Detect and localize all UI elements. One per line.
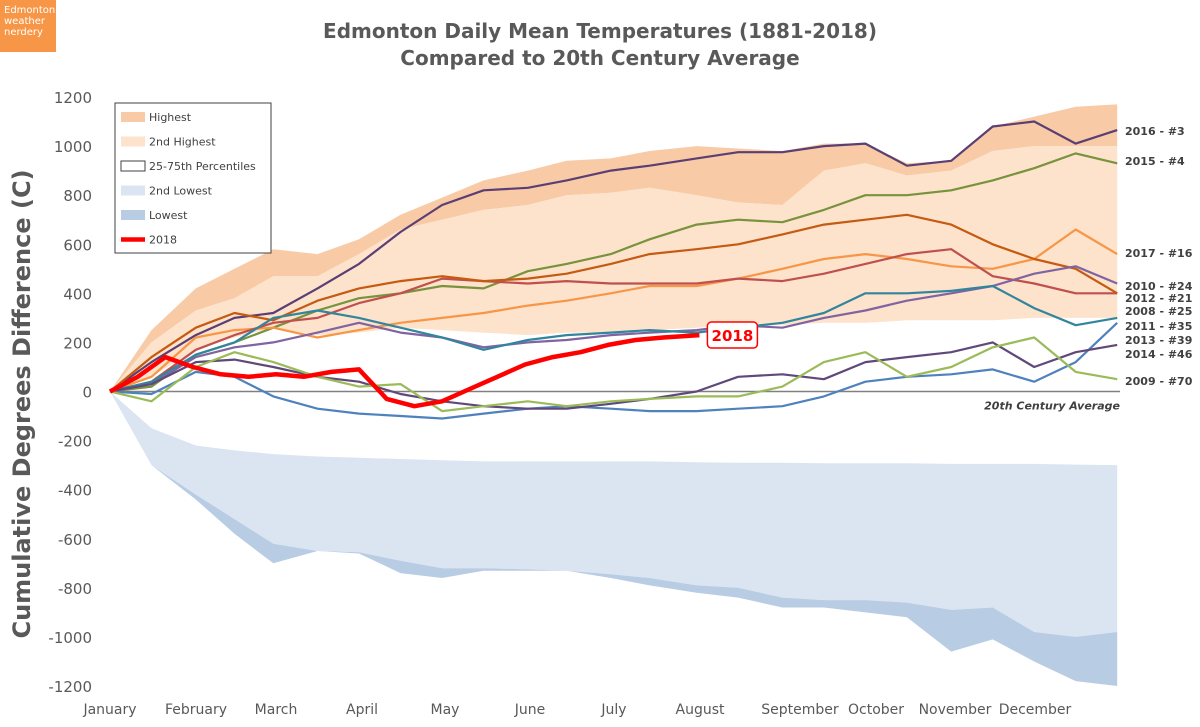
x-tick-label: December <box>999 702 1072 718</box>
series-line-2016 <box>109 120 1118 393</box>
series-end-label: 2015 - #4 <box>1125 155 1185 168</box>
band-second-lowest <box>110 391 1118 637</box>
y-tick-label: -1200 <box>48 678 92 696</box>
legend-swatch-highest <box>121 112 145 122</box>
y-tick-label: -800 <box>58 580 92 598</box>
series-line-2011 <box>109 284 1118 393</box>
label-2018-box <box>706 321 759 349</box>
series-line-2017 <box>109 228 1118 393</box>
y-tick-label: -400 <box>58 482 92 500</box>
y-tick-label: 1000 <box>54 138 92 156</box>
brand-badge: Edmonton weather nerdery <box>0 0 56 52</box>
badge-line: Edmonton <box>4 5 56 16</box>
legend-label: Lowest <box>149 209 188 222</box>
label-2018: 2018 <box>712 327 754 345</box>
chart-subtitle: Compared to 20th Century Average <box>400 46 800 70</box>
badge-line: nerdery <box>4 27 43 38</box>
x-tick-label: October <box>848 702 904 718</box>
series-line-2012 <box>109 213 1118 393</box>
y-tick-label: 1200 <box>54 89 92 107</box>
y-tick-label: 800 <box>63 187 92 205</box>
legend-swatch-percentile <box>120 160 146 172</box>
x-tick-label: June <box>514 702 546 718</box>
series-line-2010 <box>109 248 1118 393</box>
y-tick-label: 0 <box>82 384 92 402</box>
baseline-label: 20th Century Average <box>984 400 1120 413</box>
series-line-2013 <box>109 322 1118 420</box>
y-tick-label: 200 <box>63 334 92 352</box>
series-end-label: 2012 - #21 <box>1125 292 1192 305</box>
series-line-2008 <box>109 265 1118 393</box>
y-tick-label: -600 <box>58 531 92 549</box>
x-tick-label: January <box>82 702 136 718</box>
series-end-label: 2010 - #24 <box>1125 280 1193 293</box>
series-end-label: 2008 - #25 <box>1125 305 1192 318</box>
legend-swatch-second-highest <box>121 136 145 147</box>
series-end-label: 2017 - #16 <box>1125 247 1193 260</box>
y-tick-label: 600 <box>63 236 92 254</box>
band-lowest <box>110 391 1118 686</box>
y-tick-label: -1000 <box>48 629 92 647</box>
chart-title-block: Edmonton Daily Mean Temperatures (1881-2… <box>300 18 900 72</box>
legend-label: 2018 <box>149 234 177 247</box>
series-line-2009 <box>109 336 1118 413</box>
x-tick-label: August <box>676 702 726 718</box>
legend-label: 25-75th Percentiles <box>149 160 256 173</box>
badge-line: weather <box>4 16 45 27</box>
series-end-label: 2016 - #3 <box>1125 125 1185 138</box>
series-line-2018 <box>108 332 700 409</box>
legend-label: 2nd Lowest <box>149 185 213 198</box>
x-tick-label: May <box>431 702 460 718</box>
series-end-label: 2009 - #70 <box>1125 375 1193 388</box>
series-end-label: 2013 - #39 <box>1125 334 1192 347</box>
legend-swatch-lowest <box>121 210 145 220</box>
y-tick-label: -200 <box>58 433 92 451</box>
series-end-label: 2011 - #35 <box>1125 320 1192 333</box>
legend-label: 2nd Highest <box>149 136 216 149</box>
chart-title: Edmonton Daily Mean Temperatures (1881-2… <box>323 19 877 43</box>
x-tick-label: July <box>600 702 626 718</box>
series-end-label: 2014 - #46 <box>1125 348 1193 361</box>
band-highest <box>110 104 1118 392</box>
legend-box <box>114 102 272 254</box>
legend-label: Highest <box>149 111 192 124</box>
x-tick-label: September <box>761 702 839 718</box>
x-tick-label: November <box>919 702 992 718</box>
x-tick-label: February <box>165 702 227 718</box>
x-tick-label: March <box>255 702 298 718</box>
series-line-2014 <box>109 341 1118 410</box>
y-tick-label: 400 <box>63 285 92 303</box>
legend-swatch-second-lowest <box>121 185 145 196</box>
x-tick-label: April <box>346 702 378 718</box>
